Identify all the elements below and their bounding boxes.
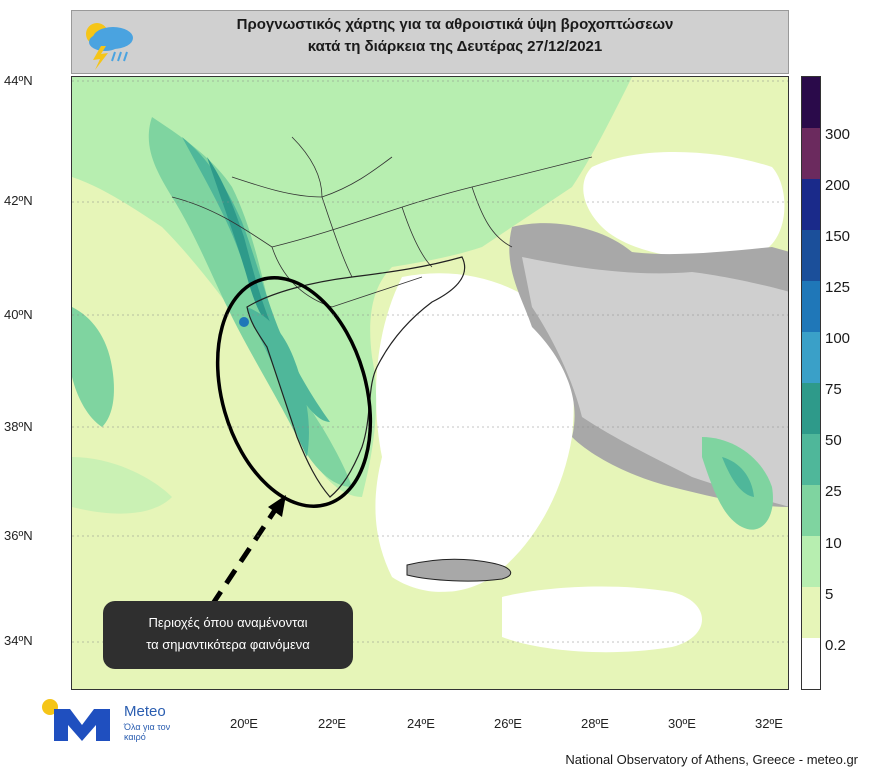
- lat-label-36: 36ºN: [4, 528, 33, 543]
- colorbar-seg-200: [802, 128, 820, 179]
- colorbar-seg-100: [802, 281, 820, 332]
- colorbar-seg-0-2: [802, 587, 820, 638]
- crete-island: [406, 558, 512, 582]
- lat-label-44: 44ºN: [4, 73, 33, 88]
- colorbar-label-150: 150: [825, 228, 851, 245]
- colorbar-label-200: 200: [825, 177, 851, 194]
- lon-label-20: 20ºE: [230, 716, 258, 731]
- lon-label-30: 30ºE: [668, 716, 696, 731]
- lon-label-26: 26ºE: [494, 716, 522, 731]
- colorbar-seg-25: [802, 434, 820, 485]
- colorbar-label-125: 125: [825, 279, 851, 296]
- meteo-logo-icon: [42, 699, 110, 741]
- colorbar-seg-50: [802, 383, 820, 434]
- highlight-ellipse: [215, 276, 373, 508]
- colorbar-label-25: 25: [825, 483, 842, 500]
- lon-label-22: 22ºE: [318, 716, 346, 731]
- colorbar-seg-10: [802, 485, 820, 536]
- map-title: Προγνωστικός χάρτης για τα αθροιστικά ύψ…: [145, 14, 765, 58]
- turkey-land: [509, 223, 788, 507]
- black-sea: [583, 152, 785, 259]
- lat-label-42: 42ºN: [4, 193, 33, 208]
- south-white-zone: [502, 586, 702, 653]
- lat-label-38: 38ºN: [4, 419, 33, 434]
- colorbar-seg-300plus: [802, 77, 820, 128]
- meteo-brand-name: Meteo: [124, 703, 166, 720]
- callout-line-1: Περιοχές όπου αναμένονται: [148, 615, 308, 630]
- colorbar-seg-75: [802, 332, 820, 383]
- callout-box: Περιοχές όπου αναμένονται τα σημαντικότε…: [103, 601, 353, 669]
- callout-line-2: τα σημαντικότερα φαινόμενα: [146, 637, 310, 652]
- precip-band-25-50: [182, 137, 330, 422]
- lon-label-28: 28ºE: [581, 716, 609, 731]
- colorbar-seg-zero: [802, 638, 820, 689]
- colorbar-label-75: 75: [825, 381, 842, 398]
- colorbar-seg-150: [802, 179, 820, 230]
- callout-arrowhead: [268, 495, 286, 517]
- map-canvas: [72, 77, 788, 689]
- title-line-2: κατά τη διάρκεια της Δευτέρας 27/12/2021: [307, 38, 603, 55]
- se-precip-heavy: [722, 457, 754, 497]
- header-bar: [71, 10, 789, 74]
- source-credit: National Observatory of Athens, Greece -…: [565, 752, 858, 767]
- colorbar-label-0-2: 0.2: [825, 637, 846, 654]
- colorbar-label-10: 10: [825, 535, 842, 552]
- greece-outline: [246, 256, 466, 498]
- colorbar-label-5: 5: [825, 586, 834, 603]
- lon-label-24: 24ºE: [407, 716, 435, 731]
- precipitation-map: [71, 76, 789, 690]
- callout-arrow: [209, 505, 280, 607]
- colorbar-seg-5: [802, 536, 820, 587]
- colorbar-label-50: 50: [825, 432, 842, 449]
- country-borders: [171, 136, 593, 308]
- lon-label-32: 32ºE: [755, 716, 783, 731]
- weather-storm-icon: [86, 23, 133, 70]
- aegean-sea: [375, 273, 574, 592]
- colorbar-seg-125: [802, 230, 820, 281]
- title-line-1: Προγνωστικός χάρτης για τα αθροιστικά ύψ…: [236, 16, 674, 33]
- colorbar: [801, 76, 821, 690]
- lat-label-34: 34ºN: [4, 633, 33, 648]
- west-sea-precip: [72, 307, 114, 427]
- colorbar-label-300: 300: [825, 126, 851, 143]
- meteo-slogan: Όλα για τον καιρό: [124, 722, 171, 742]
- ionian-sea-light: [72, 457, 172, 514]
- max-precip-spot: [239, 317, 249, 327]
- colorbar-label-100: 100: [825, 330, 851, 347]
- ionian-precip: [247, 307, 309, 457]
- lat-label-40: 40ºN: [4, 307, 33, 322]
